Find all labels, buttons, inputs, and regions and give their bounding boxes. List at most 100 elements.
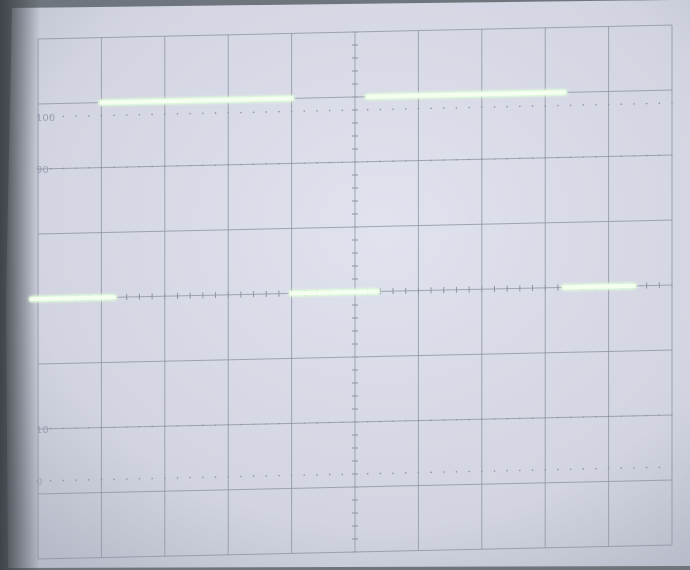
reference-dot [227, 111, 229, 114]
reference-dot [481, 418, 483, 421]
reference-dot [671, 414, 673, 416]
reference-dot [645, 102, 648, 105]
reference-dot [125, 426, 128, 428]
reference-dot [455, 158, 458, 161]
reference-dot [125, 478, 128, 480]
graticule [37, 24, 673, 560]
reference-dot [506, 105, 508, 108]
reference-dot [303, 422, 306, 424]
reference-dot [417, 159, 420, 162]
reference-dot [481, 106, 483, 109]
reference-dot [164, 113, 166, 115]
reference-dot [493, 106, 496, 108]
reference-dot [87, 427, 90, 429]
percent-label: 90 [36, 165, 49, 176]
reference-dot [671, 466, 673, 468]
reference-dot [658, 102, 661, 105]
reference-dot [442, 471, 445, 473]
reference-dot [240, 111, 242, 114]
reference-dot [430, 159, 432, 162]
reference-dot [354, 473, 356, 475]
reference-dot [379, 160, 382, 163]
reference-dot [75, 115, 77, 117]
reference-dot [671, 102, 673, 104]
reference-dot [569, 156, 572, 159]
reference-dot [645, 414, 648, 417]
reference-dot [202, 112, 204, 115]
reference-dot [100, 166, 103, 169]
trace-segment-high [99, 96, 294, 105]
reference-dot [290, 422, 293, 425]
reference-dot [506, 469, 508, 472]
reference-dot [75, 479, 77, 481]
reference-dot [252, 111, 255, 114]
reference-dot [265, 111, 268, 113]
reference-dot [417, 107, 420, 110]
reference-dot [189, 112, 191, 115]
signal-trace [28, 88, 638, 303]
reference-dot [328, 421, 331, 424]
reference-dot [316, 162, 318, 164]
reference-dot [392, 472, 394, 474]
reference-dot [595, 103, 597, 106]
reference-dot [176, 165, 179, 167]
reference-dot [189, 164, 191, 167]
reference-dot [379, 420, 382, 423]
reference-dot [379, 108, 382, 111]
reference-dot [519, 469, 521, 472]
reference-dot [290, 162, 293, 165]
reference-dot [569, 104, 572, 107]
reference-dot [290, 110, 293, 113]
reference-dot [582, 416, 585, 418]
reference-dot [214, 112, 217, 114]
reference-dot [455, 418, 458, 421]
reference-dot [582, 468, 585, 470]
reference-dot [49, 167, 52, 170]
reference-dot [227, 475, 229, 478]
reference-dot [392, 160, 394, 162]
reference-dot [113, 114, 115, 117]
reference-dot [113, 478, 115, 481]
reference-dot [468, 418, 470, 421]
reference-dot [252, 475, 255, 478]
reference-dot [607, 103, 610, 106]
reference-dot [303, 162, 306, 164]
reference-dot [62, 167, 65, 170]
reference-dot [202, 164, 204, 167]
reference-dot [62, 479, 65, 482]
percent-label: 100 [36, 113, 55, 124]
reference-dot [164, 425, 166, 427]
reference-dot [671, 154, 673, 156]
reference-dot [404, 420, 407, 422]
reference-dot [176, 113, 179, 115]
reference-dot [366, 420, 369, 423]
reference-dot [49, 427, 52, 430]
reference-dot [37, 428, 39, 430]
reference-dot [569, 416, 572, 419]
reference-dot [392, 420, 394, 422]
reference-dot [316, 474, 318, 476]
reference-dot [557, 416, 559, 419]
reference-dot [506, 157, 508, 160]
reference-dot [645, 154, 648, 157]
reference-dot [328, 161, 331, 164]
reference-dot [138, 425, 141, 428]
reference-dot [341, 109, 344, 112]
reference-dot [582, 104, 585, 106]
reference-dot [227, 163, 229, 166]
reference-dot [138, 113, 141, 116]
trace-segment-low [289, 289, 380, 296]
reference-dot [316, 422, 318, 424]
reference-dot [366, 108, 369, 111]
reference-dot [417, 419, 420, 422]
reference-dot [481, 470, 483, 473]
reference-dot [189, 476, 191, 479]
reference-dot [468, 106, 470, 109]
reference-dot [519, 157, 521, 160]
reference-dot [328, 473, 331, 476]
reference-dot [404, 160, 407, 162]
trace-segment-low [562, 283, 636, 290]
reference-dot [607, 415, 610, 418]
